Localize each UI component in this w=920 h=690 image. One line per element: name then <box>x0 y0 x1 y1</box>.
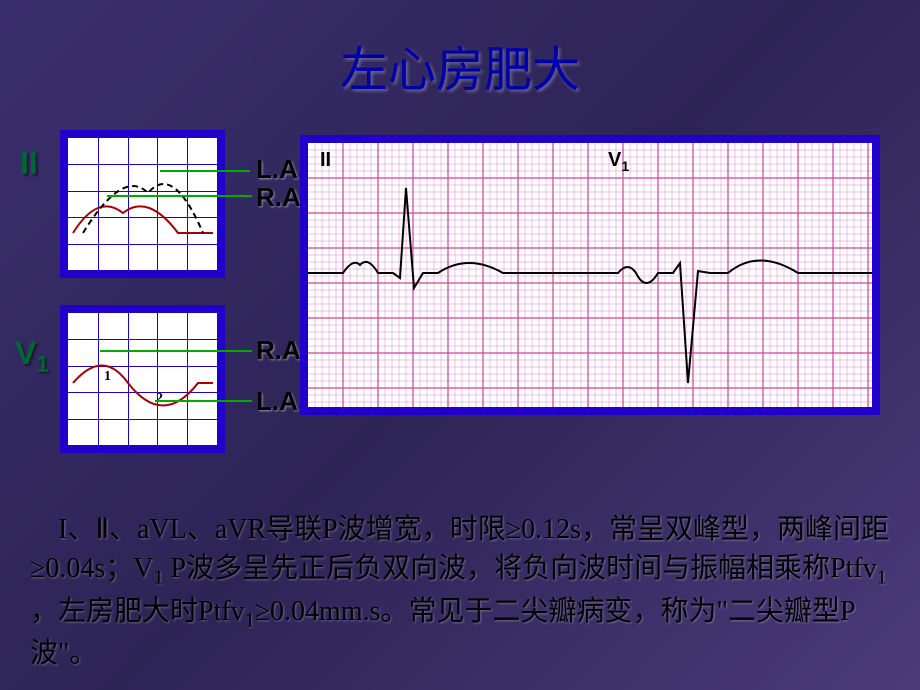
ecg-strip-svg <box>308 143 872 407</box>
ecg-strip: II V1 <box>300 135 880 415</box>
lead-v1-label: V1 <box>15 335 49 377</box>
la-arrow-2 <box>155 400 252 402</box>
schematic-lead-v1: 1 2 <box>60 305 225 453</box>
schematic-lead-2 <box>60 130 225 278</box>
lead2-waves <box>68 138 217 270</box>
ra-arrow-1 <box>107 195 252 197</box>
description-text: I、Ⅱ、aVL、aVR导联P波增宽，时限≥0.12s，常呈双峰型，两峰间距≥0.… <box>30 510 890 674</box>
v1-wave <box>68 313 217 445</box>
num-2: 2 <box>156 391 163 407</box>
num-1: 1 <box>104 369 111 385</box>
la-label-1: L.A. <box>256 154 305 185</box>
lead-2-label: II <box>20 145 38 182</box>
diagram-area: II L.A. R.A. V1 <box>0 100 920 540</box>
strip-lead-v1-label: V1 <box>608 149 629 174</box>
la-arrow-1 <box>160 170 250 172</box>
la-label-2: L.A. <box>256 386 305 417</box>
slide-title: 左心房肥大 <box>0 0 920 100</box>
strip-lead-2-label: II <box>320 149 331 172</box>
ra-arrow-2 <box>100 350 252 352</box>
